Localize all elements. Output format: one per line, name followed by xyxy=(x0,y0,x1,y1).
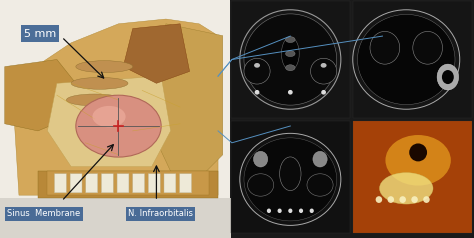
Ellipse shape xyxy=(400,196,406,203)
Ellipse shape xyxy=(282,37,299,70)
FancyBboxPatch shape xyxy=(148,174,160,193)
Ellipse shape xyxy=(310,58,337,84)
Ellipse shape xyxy=(92,106,126,127)
Ellipse shape xyxy=(255,90,259,94)
Ellipse shape xyxy=(385,135,451,186)
Bar xyxy=(0,0,231,238)
Polygon shape xyxy=(5,60,76,131)
FancyBboxPatch shape xyxy=(86,174,98,193)
FancyBboxPatch shape xyxy=(70,174,82,193)
FancyBboxPatch shape xyxy=(55,174,66,193)
Ellipse shape xyxy=(299,208,303,213)
Text: N. Infraorbitalis: N. Infraorbitalis xyxy=(128,209,193,218)
Ellipse shape xyxy=(66,94,123,106)
FancyBboxPatch shape xyxy=(180,174,191,193)
Polygon shape xyxy=(14,19,218,195)
Ellipse shape xyxy=(320,63,327,68)
Ellipse shape xyxy=(310,208,314,213)
Ellipse shape xyxy=(442,70,454,84)
Ellipse shape xyxy=(409,144,427,161)
Ellipse shape xyxy=(244,14,337,105)
Ellipse shape xyxy=(307,174,333,196)
Ellipse shape xyxy=(437,64,458,90)
FancyBboxPatch shape xyxy=(133,174,145,193)
Bar xyxy=(353,121,472,233)
Ellipse shape xyxy=(267,208,271,213)
Ellipse shape xyxy=(413,31,443,64)
Bar xyxy=(353,1,472,118)
Ellipse shape xyxy=(278,208,282,213)
Ellipse shape xyxy=(285,37,295,43)
Ellipse shape xyxy=(244,138,337,221)
Ellipse shape xyxy=(71,77,128,89)
FancyBboxPatch shape xyxy=(101,174,113,193)
Ellipse shape xyxy=(247,174,273,196)
Ellipse shape xyxy=(244,58,270,84)
Bar xyxy=(47,171,209,195)
Bar xyxy=(231,1,350,118)
Ellipse shape xyxy=(423,196,430,203)
Ellipse shape xyxy=(254,151,268,167)
Text: Sinus  Membrane: Sinus Membrane xyxy=(7,209,81,218)
Ellipse shape xyxy=(370,31,400,64)
Ellipse shape xyxy=(357,15,455,104)
Bar xyxy=(353,121,472,233)
FancyBboxPatch shape xyxy=(164,174,176,193)
Ellipse shape xyxy=(254,63,260,68)
Ellipse shape xyxy=(280,157,301,191)
Ellipse shape xyxy=(285,51,295,57)
FancyBboxPatch shape xyxy=(117,174,129,193)
Ellipse shape xyxy=(313,151,327,167)
Text: 5 mm: 5 mm xyxy=(24,29,56,39)
Bar xyxy=(0,198,231,238)
Bar xyxy=(230,0,474,238)
Ellipse shape xyxy=(375,196,382,203)
Polygon shape xyxy=(47,76,171,167)
Ellipse shape xyxy=(321,90,326,94)
Ellipse shape xyxy=(380,173,433,204)
Ellipse shape xyxy=(288,90,293,94)
Bar xyxy=(231,121,350,233)
Polygon shape xyxy=(123,24,190,83)
Ellipse shape xyxy=(76,61,133,73)
Ellipse shape xyxy=(411,196,418,203)
Ellipse shape xyxy=(388,196,394,203)
Polygon shape xyxy=(152,24,223,179)
Ellipse shape xyxy=(288,208,292,213)
Polygon shape xyxy=(38,171,218,198)
Ellipse shape xyxy=(76,95,161,157)
Ellipse shape xyxy=(285,65,295,71)
